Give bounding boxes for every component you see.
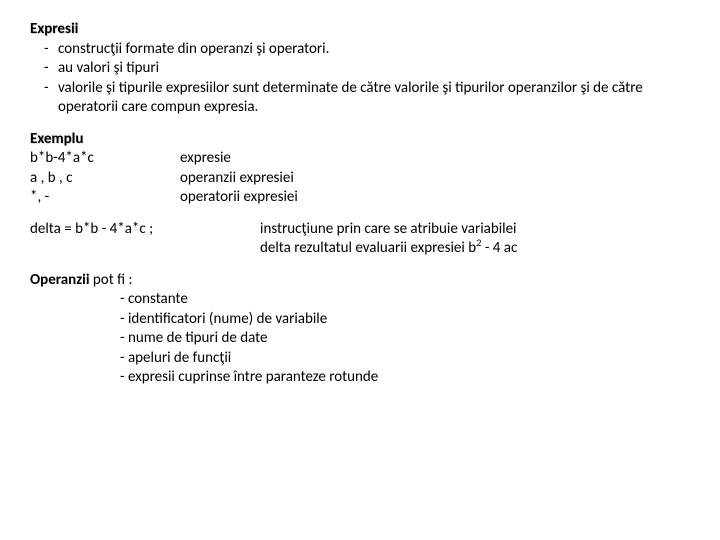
example-row: b*b-4*a*c expresie: [30, 149, 690, 169]
operand-item: - constante: [120, 290, 690, 310]
example-row: *, - operatorii expresiei: [30, 188, 690, 208]
example-right: operanzii expresiei: [180, 169, 294, 189]
bullet-item: valorile şi tipurile expresiilor sunt de…: [58, 79, 690, 118]
delta-desc: instrucţiune prin care se atribuie varia…: [260, 220, 517, 259]
operand-item: - expresii cuprinse între paranteze rotu…: [120, 368, 690, 388]
delta-code: delta = b*b - 4*a*c ;: [30, 220, 260, 259]
operand-item: - nume de tipuri de date: [120, 329, 690, 349]
bullet-item: construcţii formate din operanzi şi oper…: [58, 40, 690, 60]
example-right: operatorii expresiei: [180, 188, 298, 208]
delta-prefix: delta rezultatul evaluarii expresiei b: [260, 239, 476, 257]
operands-title: Operanzii: [30, 271, 90, 289]
title-exemplu: Exemplu: [30, 130, 690, 150]
example-left: a , b , c: [30, 169, 180, 189]
delta-suffix: - 4 ac: [481, 239, 517, 257]
title-expresii: Expresii: [30, 20, 690, 40]
example-right: expresie: [180, 149, 231, 169]
operands-list: - constante - identificatori (nume) de v…: [30, 290, 690, 388]
operands-heading: Operanzii pot fi :: [30, 271, 690, 291]
bullet-list: construcţii formate din operanzi şi oper…: [30, 40, 690, 118]
example-left: *, -: [30, 188, 180, 208]
delta-block: delta = b*b - 4*a*c ; instrucţiune prin …: [30, 220, 690, 259]
example-left: b*b-4*a*c: [30, 149, 180, 169]
operand-item: - apeluri de funcţii: [120, 349, 690, 369]
operands-rest: pot fi :: [90, 271, 133, 289]
bullet-item: au valori şi tipuri: [58, 59, 690, 79]
operand-item: - identificatori (nume) de variabile: [120, 310, 690, 330]
delta-desc-line2: delta rezultatul evaluarii expresiei b2 …: [260, 239, 517, 259]
example-row: a , b , c operanzii expresiei: [30, 169, 690, 189]
